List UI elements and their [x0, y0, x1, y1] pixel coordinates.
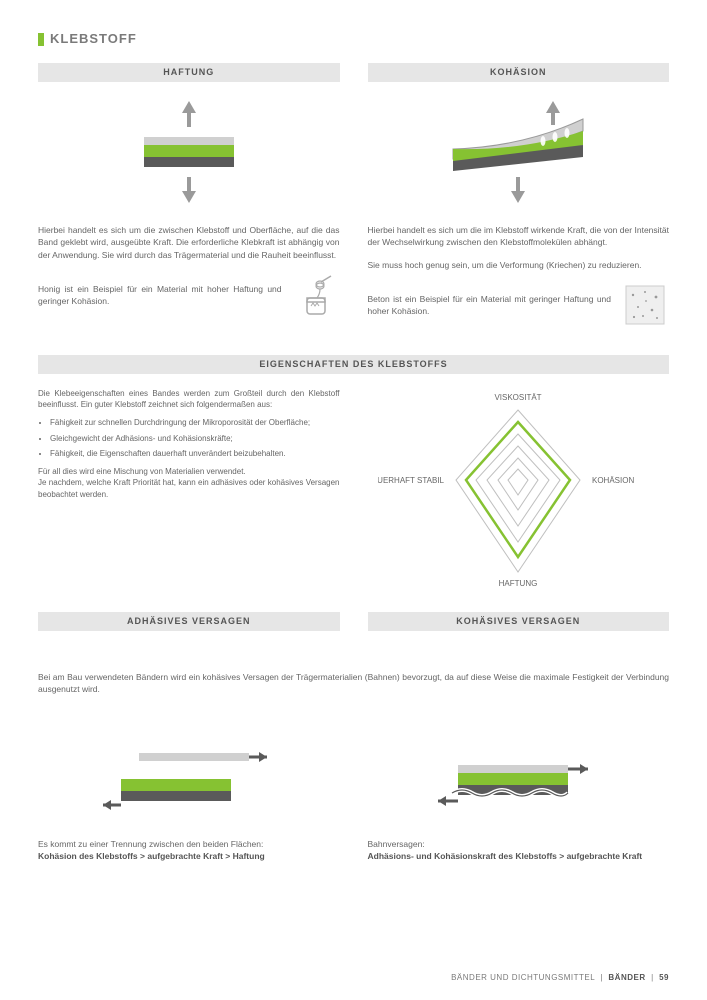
kohaesiv-caption2: Adhäsions- und Kohäsionskraft des Klebst… — [368, 851, 643, 861]
bullet-3: Fähigkeit, die Eigenschaften dauerhaft u… — [50, 448, 340, 460]
page-footer: BÄNDER UND DICHTUNGSMITTEL | BÄNDER | 59 — [451, 972, 669, 984]
eigenschaften-outro2: Je nachdem, welche Kraft Priorität hat, … — [38, 477, 340, 500]
haftung-column: HAFTUNG Hierbei handelt es sich um die z… — [38, 63, 340, 337]
footer-page-number: 59 — [659, 973, 669, 982]
radar-axis-right: KOHÄSION — [592, 476, 634, 485]
kohaesion-body: Hierbei handelt es sich um die im Klebst… — [368, 224, 670, 249]
kohaesiv-block: Bahnversagen: Adhäsions- und Kohäsionskr… — [368, 730, 670, 863]
radar-chart: VISKOSITÄT KOHÄSION HAFTUNG DAUERHAFT ST… — [368, 388, 670, 588]
eigenschaften-header: EIGENSCHAFTEN DES KLEBSTOFFS — [38, 355, 669, 374]
adhaesiv-diagram — [38, 730, 340, 830]
radar-axis-bottom: HAFTUNG — [499, 579, 538, 588]
adhaesiv-header: ADHÄSIVES VERSAGEN — [38, 612, 340, 631]
eigenschaften-section: Die Klebeeigenschaften eines Bandes werd… — [38, 388, 669, 588]
fail-intro-text: Bei am Bau verwendeten Bändern wird ein … — [38, 671, 669, 696]
kohaesion-header: KOHÄSION — [368, 63, 670, 82]
radar-axis-left: DAUERHAFT STABIL — [378, 476, 445, 485]
page-title-text: KLEBSTOFF — [50, 30, 137, 49]
eigenschaften-outro: Für all dies wird eine Mischung von Mate… — [38, 466, 340, 478]
kohaesiv-diagram — [368, 730, 670, 830]
haftung-example-row: Honig ist ein Beispiel für ein Material … — [38, 271, 340, 319]
versagen-section: ADHÄSIVES VERSAGEN KOHÄSIVES VERSAGEN Be… — [38, 612, 669, 862]
top-section: HAFTUNG Hierbei handelt es sich um die z… — [38, 63, 669, 337]
footer-category: BÄNDER UND DICHTUNGSMITTEL — [451, 973, 595, 982]
kohaesiv-col: KOHÄSIVES VERSAGEN — [368, 612, 670, 643]
title-accent-bar — [38, 33, 44, 46]
haftung-body: Hierbei handelt es sich um die zwischen … — [38, 224, 340, 261]
adhaesiv-caption: Es kommt zu einer Trennung zwischen den … — [38, 838, 340, 863]
honey-icon — [292, 271, 340, 319]
eigenschaften-text: Die Klebeeigenschaften eines Bandes werd… — [38, 388, 340, 588]
haftung-header: HAFTUNG — [38, 63, 340, 82]
adhaesiv-caption2: Kohäsion des Klebstoffs > aufgebrachte K… — [38, 851, 265, 861]
adhaesiv-col: ADHÄSIVES VERSAGEN — [38, 612, 340, 643]
kohaesion-diagram — [368, 94, 670, 214]
page-title: KLEBSTOFF — [38, 30, 669, 49]
eigenschaften-intro: Die Klebeeigenschaften eines Bandes werd… — [38, 388, 340, 411]
kohaesiv-caption1: Bahnversagen: — [368, 839, 425, 849]
adhaesiv-block: Es kommt zu einer Trennung zwischen den … — [38, 730, 340, 863]
eigenschaften-list: Fähigkeit zur schnellen Durchdringung de… — [50, 417, 340, 460]
kohaesion-column: KOHÄSION Hierbei handelt es sich um die … — [368, 63, 670, 337]
adhaesiv-caption1: Es kommt zu einer Trennung zwischen den … — [38, 839, 263, 849]
radar-axis-top: VISKOSITÄT — [495, 393, 542, 402]
kohaesion-example-row: Beton ist ein Beispiel für ein Material … — [368, 281, 670, 329]
haftung-diagram — [38, 94, 340, 214]
kohaesion-body2: Sie muss hoch genug sein, um die Verform… — [368, 259, 670, 271]
concrete-icon — [621, 281, 669, 329]
kohaesiv-header: KOHÄSIVES VERSAGEN — [368, 612, 670, 631]
kohaesiv-caption: Bahnversagen: Adhäsions- und Kohäsionskr… — [368, 838, 670, 863]
bullet-1: Fähigkeit zur schnellen Durchdringung de… — [50, 417, 340, 429]
bullet-2: Gleichgewicht der Adhäsions- und Kohäsio… — [50, 433, 340, 445]
haftung-example-text: Honig ist ein Beispiel für ein Material … — [38, 283, 282, 308]
footer-section: BÄNDER — [608, 973, 645, 982]
kohaesion-example-text: Beton ist ein Beispiel für ein Material … — [368, 293, 612, 318]
